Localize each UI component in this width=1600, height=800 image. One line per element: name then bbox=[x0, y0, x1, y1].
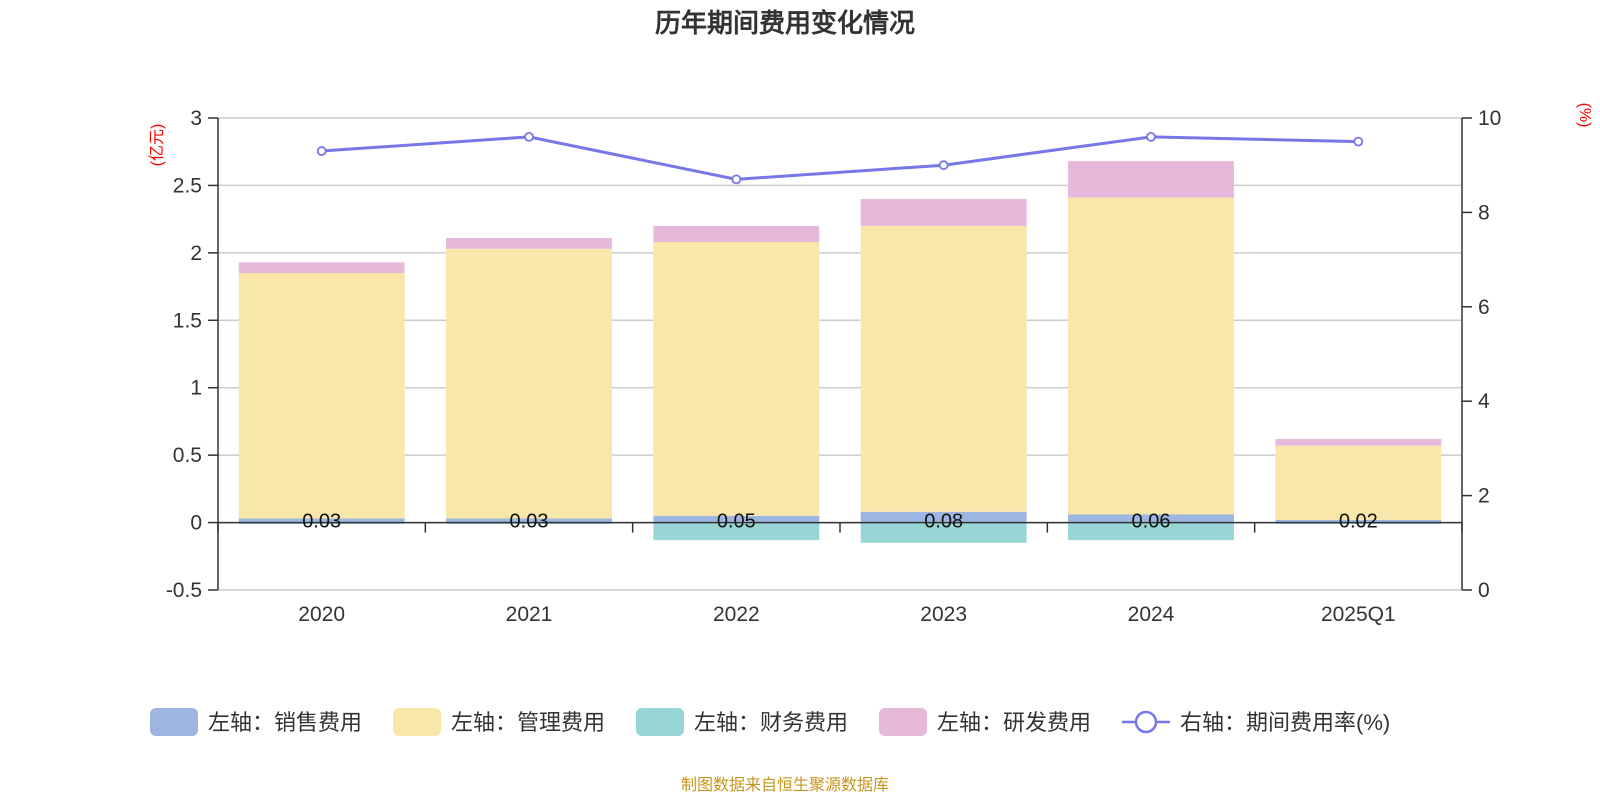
bar bbox=[653, 242, 820, 516]
legend: 左轴：销售费用 左轴：管理费用 左轴：财务费用 左轴：研发费用 右轴：期间费用率(%) bbox=[150, 708, 1390, 736]
bar-data-label: 0.03 bbox=[302, 511, 341, 533]
rate-point bbox=[524, 131, 534, 142]
bar bbox=[653, 225, 820, 243]
legend-label: 左轴：销售费用 bbox=[208, 710, 362, 735]
bar bbox=[446, 238, 612, 249]
right-axis-tick-label: 10 bbox=[1478, 107, 1501, 130]
bar bbox=[1275, 445, 1442, 520]
bar-data-label: 0.02 bbox=[1339, 511, 1378, 533]
bar bbox=[1068, 197, 1234, 515]
rate-point bbox=[938, 160, 949, 171]
rate-point bbox=[316, 146, 327, 156]
legend-swatch-marker bbox=[1134, 710, 1158, 734]
bar bbox=[1068, 522, 1234, 541]
legend-label: 左轴：财务费用 bbox=[694, 710, 848, 735]
legend-swatch bbox=[393, 708, 441, 736]
data-labels: 0.03 0.03 0.05 0.08 0.06 0.02 bbox=[302, 511, 1378, 533]
bar bbox=[860, 511, 1027, 523]
x-axis-tick-label: 2022 bbox=[713, 603, 760, 626]
legend-swatch bbox=[879, 708, 927, 736]
left-axis-tick-label: 3 bbox=[190, 107, 202, 130]
bar bbox=[860, 198, 1027, 226]
bar bbox=[238, 262, 405, 274]
bar bbox=[1275, 438, 1442, 446]
rate-line bbox=[321, 135, 1359, 181]
line-series bbox=[316, 131, 1364, 185]
x-axis-tick-label: 2023 bbox=[920, 603, 967, 626]
x-axis-tick-label: 2024 bbox=[1128, 603, 1175, 626]
bar-data-label: 0.08 bbox=[924, 511, 963, 533]
left-axis-tick-label: 0 bbox=[190, 512, 202, 535]
x-axis-tick-label: 2025Q1 bbox=[1321, 603, 1396, 626]
bar-data-label: 0.03 bbox=[510, 511, 549, 533]
bar bbox=[238, 518, 405, 523]
left-axis-unit: (亿元) bbox=[148, 124, 166, 167]
bar bbox=[653, 515, 820, 523]
left-axis-tick-label: 1 bbox=[190, 377, 202, 400]
x-axis-tick-label: 2021 bbox=[506, 603, 553, 626]
bar-data-label: 0.06 bbox=[1132, 511, 1171, 533]
right-axis-tick-label: 2 bbox=[1478, 485, 1490, 508]
x-axis-tick-label: 2020 bbox=[298, 603, 345, 626]
bar bbox=[1068, 514, 1234, 523]
left-axis-tick-label: 0.5 bbox=[173, 444, 202, 467]
rate-point bbox=[731, 174, 742, 185]
bar bbox=[860, 522, 1027, 543]
right-axis-unit: (%) bbox=[1576, 103, 1593, 128]
left-axis-tick-label: 1.5 bbox=[173, 309, 202, 332]
legend-swatch bbox=[150, 708, 198, 736]
bar-series bbox=[238, 161, 1442, 543]
legend-label: 左轴：研发费用 bbox=[937, 710, 1091, 735]
rate-point bbox=[1146, 131, 1156, 142]
bar bbox=[860, 225, 1027, 512]
chart-title: 历年期间费用变化情况 bbox=[655, 8, 915, 38]
bar bbox=[446, 248, 612, 519]
right-axis-tick-label: 0 bbox=[1478, 579, 1490, 602]
left-axis-tick-label: -0.5 bbox=[166, 579, 202, 602]
left-axis-tick-label: 2.5 bbox=[173, 174, 202, 197]
bar bbox=[653, 522, 820, 541]
right-axis-tick-label: 6 bbox=[1478, 296, 1490, 319]
bar-data-label: 0.05 bbox=[717, 511, 756, 533]
legend-label: 右轴：期间费用率(%) bbox=[1180, 710, 1390, 735]
source-note: 制图数据来自恒生聚源数据库 bbox=[681, 776, 889, 794]
rate-point bbox=[1353, 136, 1364, 147]
right-axis-tick-label: 4 bbox=[1478, 390, 1490, 413]
legend-swatch bbox=[636, 708, 684, 736]
right-axis-tick-label: 8 bbox=[1478, 201, 1490, 224]
left-axis-tick-label: 2 bbox=[190, 242, 202, 265]
bar bbox=[238, 273, 405, 519]
bar bbox=[1275, 519, 1442, 523]
bar bbox=[1068, 161, 1234, 198]
legend-label: 左轴：管理费用 bbox=[451, 710, 605, 735]
bar bbox=[446, 518, 612, 523]
